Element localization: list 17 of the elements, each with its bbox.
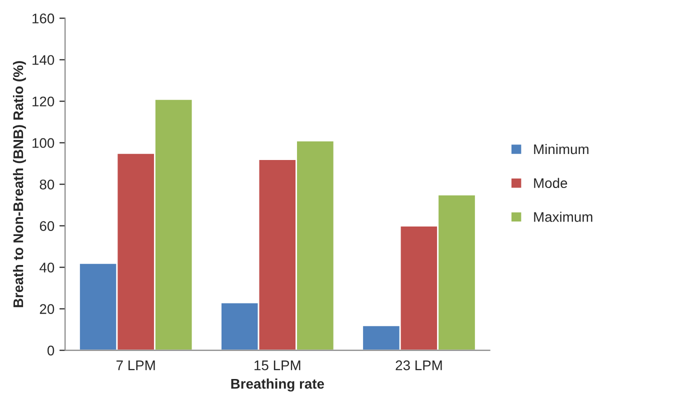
x-axis-title: Breathing rate bbox=[231, 378, 324, 392]
y-tick-label: 60 bbox=[40, 221, 54, 231]
legend-label: Minimum bbox=[534, 144, 588, 154]
x-tick-label: 23 LPM bbox=[396, 360, 442, 370]
y-tick-label: 0 bbox=[47, 346, 54, 356]
legend-label: Mode bbox=[534, 178, 568, 188]
x-tick-label: 15 LPM bbox=[254, 360, 300, 370]
y-tick-label: 100 bbox=[32, 138, 54, 148]
y-tick-label: 140 bbox=[32, 55, 54, 65]
y-tick-label: 20 bbox=[40, 304, 54, 314]
y-tick-label: 160 bbox=[32, 14, 54, 24]
x-tick-label: 7 LPM bbox=[116, 360, 155, 370]
y-tick-label: 80 bbox=[40, 180, 54, 190]
y-axis-title: Breath to Non-Breath (BNB) Ratio (%) bbox=[12, 61, 26, 308]
legend-label: Maximum bbox=[534, 212, 592, 222]
y-tick-label: 120 bbox=[32, 96, 54, 106]
y-tick-label: 40 bbox=[40, 262, 54, 272]
